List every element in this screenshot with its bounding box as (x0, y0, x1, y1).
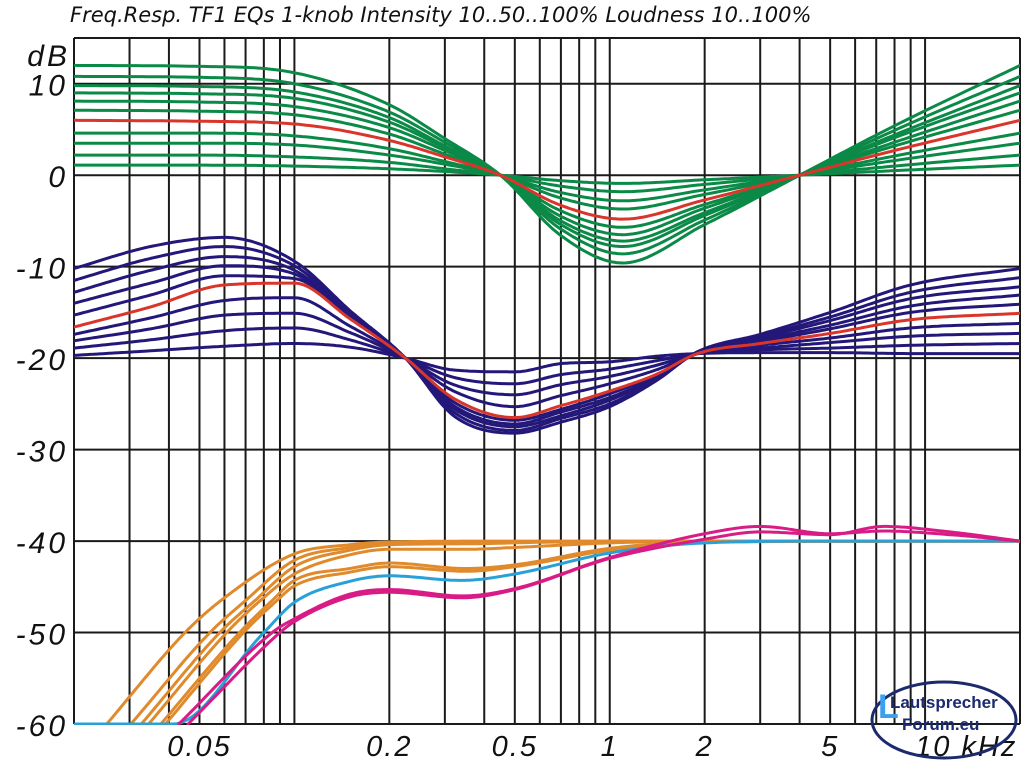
response-curve-26 (164, 539, 1020, 725)
response-curve-15 (74, 274, 1020, 422)
y-tick-label: 0 (48, 161, 68, 194)
x-tick-label: 5 (821, 731, 839, 760)
y-tick-label: -40 (16, 527, 68, 560)
y-tick-label: -60 (16, 710, 68, 743)
chart-title: Freq.Resp. TF1 EQs 1-knob Intensity 10..… (70, 3, 811, 27)
response-curve-20 (74, 281, 1020, 420)
x-tick-label: 2 (695, 731, 714, 760)
response-curve-18 (74, 245, 1020, 432)
response-curve-24 (147, 539, 1020, 725)
x-tick-label: 0.2 (366, 731, 412, 760)
y-tick-label: -30 (16, 436, 68, 469)
response-curve-9 (74, 63, 1020, 265)
y-tick-label: -10 (16, 253, 68, 286)
response-curve-19 (74, 235, 1020, 435)
logo-ellipse (870, 680, 1018, 760)
curves (74, 63, 1020, 725)
response-curve-16 (74, 264, 1020, 426)
y-tick-label: -50 (16, 619, 68, 652)
x-tick-label: 0.05 (167, 731, 231, 760)
response-curve-10 (74, 118, 1020, 221)
logo-letter-l: L (878, 688, 899, 726)
response-curve-13 (74, 311, 1020, 397)
response-curve-27 (74, 539, 1020, 725)
y-axis-unit-label: dB (27, 40, 70, 73)
y-tick-label: -20 (16, 344, 68, 377)
response-curve-12 (74, 326, 1020, 386)
x-tick-label: 0.5 (492, 731, 538, 760)
logo-line2: Forum.eu (902, 715, 979, 734)
response-curve-11 (74, 342, 1020, 374)
x-tick-label: 1 (601, 731, 619, 760)
y-tick-label: 10 (29, 70, 68, 103)
response-curve-14 (74, 296, 1020, 409)
response-curve-17 (74, 255, 1020, 429)
axis-labels: 100-10-20-30-40-50-600.05 0.2 0.5 1 2 5 10 kHz (16, 70, 1016, 760)
lautsprecher-forum-logo: L Lautsprecher Forum.eu (870, 680, 1018, 760)
response-curve-29 (186, 524, 1020, 725)
response-curve-23 (139, 539, 1020, 725)
response-curve-22 (129, 539, 1020, 725)
logo-line1: Lautsprecher (890, 693, 998, 712)
